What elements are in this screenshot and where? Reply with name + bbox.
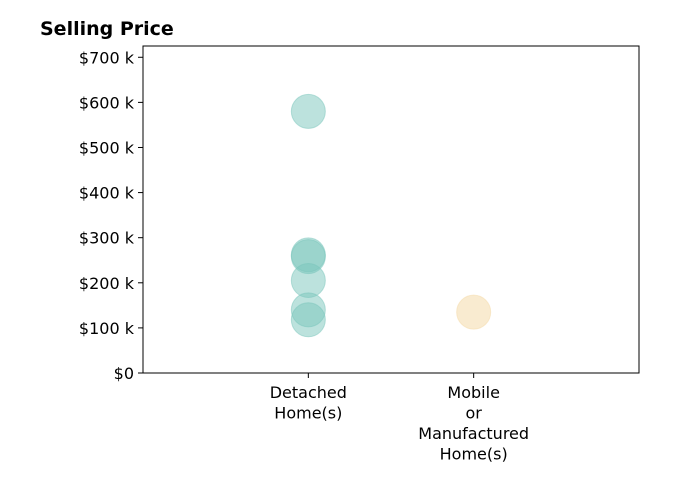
x-tick-label: Mobile: [447, 383, 499, 402]
data-point: [290, 93, 326, 129]
data-points: [290, 93, 492, 338]
y-tick-label: $700 k: [79, 48, 135, 67]
y-tick-label: $400 k: [79, 184, 135, 203]
y-tick-label: $500 k: [79, 138, 135, 157]
x-tick-label: or: [465, 404, 482, 423]
x-tick-label: Detached: [270, 383, 347, 402]
y-axis: $0 $100 k $200 k $300 k $400 k $500 k $600 k $7…: [79, 48, 143, 383]
data-point: [456, 294, 492, 330]
data-point: [290, 302, 326, 338]
x-tick-label: Home(s): [440, 445, 508, 464]
x-tick-label: Home(s): [274, 404, 342, 423]
chart-title: Selling Price: [40, 18, 174, 40]
y-tick-label: $200 k: [79, 274, 135, 293]
y-tick-label: $600 k: [79, 93, 135, 112]
y-tick-label: $100 k: [79, 319, 135, 338]
x-tick-label: Manufactured: [418, 424, 529, 443]
y-tick-label: $300 k: [79, 229, 135, 248]
plot-frame: [142, 45, 640, 374]
y-tick-label: $0: [114, 364, 134, 383]
plot-area: [142, 45, 640, 374]
